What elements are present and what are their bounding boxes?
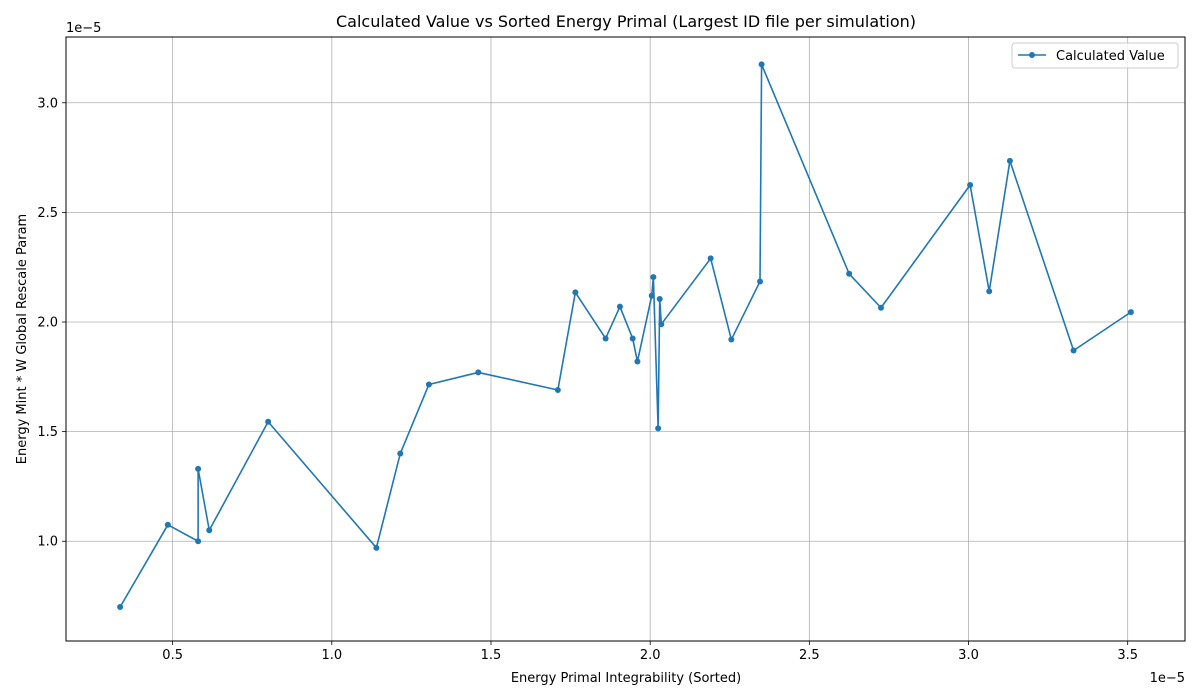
chart-title: Calculated Value vs Sorted Energy Primal… xyxy=(336,12,916,31)
data-point xyxy=(650,274,657,281)
data-point xyxy=(117,604,124,611)
data-point xyxy=(1006,157,1013,164)
y-offset-label: 1e−5 xyxy=(66,21,101,36)
y-tick-label: 2.5 xyxy=(37,206,58,221)
plot-frame xyxy=(65,36,1186,642)
data-point xyxy=(373,544,380,551)
data-point xyxy=(986,288,993,295)
data-point xyxy=(206,527,213,534)
data-point xyxy=(397,450,404,457)
data-point xyxy=(967,181,974,188)
data-point xyxy=(634,358,641,365)
data-point xyxy=(728,336,735,343)
data-point xyxy=(572,289,579,296)
x-tick-label: 1.5 xyxy=(481,648,502,663)
legend-label: Calculated Value xyxy=(1056,49,1165,64)
axis-ticks: 0.5 1.0 1.5 2.0 2.5 3.0 3.5 1.0 1.5 2.0 2.5 3.0 xyxy=(37,96,1138,663)
y-axis-label: Energy Mint * W Global Rescale Param xyxy=(15,214,30,464)
data-point xyxy=(475,369,482,376)
data-point xyxy=(554,386,561,393)
data-point xyxy=(757,278,764,285)
data-point xyxy=(655,425,662,432)
legend-marker xyxy=(1029,52,1035,58)
series-layer xyxy=(117,61,1134,611)
y-tick-label: 3.0 xyxy=(37,96,58,111)
data-point xyxy=(656,295,663,302)
data-point xyxy=(602,335,609,342)
data-point xyxy=(877,304,884,311)
data-point xyxy=(616,303,623,310)
data-point xyxy=(164,521,171,528)
data-point xyxy=(658,321,665,328)
data-point xyxy=(1127,309,1134,316)
data-point xyxy=(629,335,636,342)
x-tick-label: 2.5 xyxy=(799,648,820,663)
data-point xyxy=(707,255,714,262)
x-tick-label: 2.0 xyxy=(640,648,661,663)
x-offset-label: 1e−5 xyxy=(1150,671,1185,686)
data-point xyxy=(846,270,853,277)
data-point xyxy=(648,292,655,299)
series-line xyxy=(119,63,1132,608)
data-point xyxy=(195,465,202,472)
legend: Calculated Value xyxy=(1011,42,1179,69)
x-tick-label: 0.5 xyxy=(162,648,183,663)
x-axis-label: Energy Primal Integrability (Sorted) xyxy=(511,671,741,686)
data-point xyxy=(1070,347,1077,354)
grid xyxy=(66,37,1185,641)
data-point xyxy=(425,381,432,388)
x-tick-label: 3.0 xyxy=(958,648,979,663)
legend-box xyxy=(1011,42,1179,69)
y-tick-label: 1.0 xyxy=(37,535,58,550)
x-tick-label: 3.5 xyxy=(1117,648,1138,663)
data-point xyxy=(265,418,272,425)
data-point xyxy=(758,61,765,68)
data-point xyxy=(195,538,202,545)
x-tick-label: 1.0 xyxy=(321,648,342,663)
y-tick-label: 2.0 xyxy=(37,316,58,331)
y-tick-label: 1.5 xyxy=(37,425,58,440)
